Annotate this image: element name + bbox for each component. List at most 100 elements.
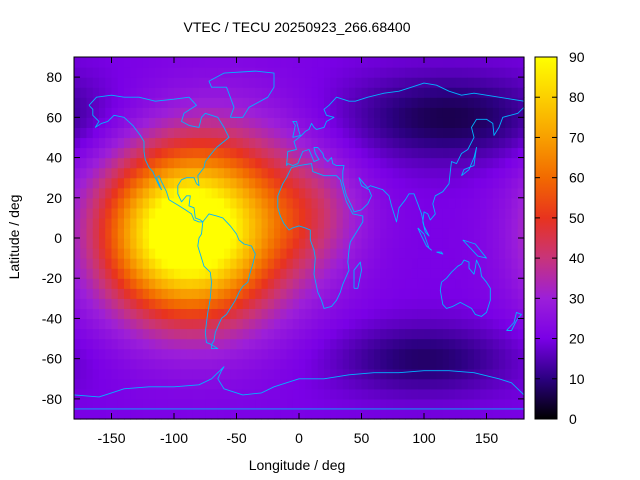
heatmap-cell xyxy=(399,147,406,159)
heatmap-cell xyxy=(111,217,119,229)
heatmap-cell xyxy=(267,217,275,229)
heatmap-cell xyxy=(399,117,406,128)
heatmap-cell xyxy=(480,167,488,179)
heatmap-cell xyxy=(186,67,194,78)
heatmap-cell xyxy=(299,268,306,279)
heatmap-cell xyxy=(199,117,206,128)
heatmap-cell xyxy=(286,408,294,420)
heatmap-cell xyxy=(124,127,131,139)
heatmap-cell xyxy=(467,107,475,118)
heatmap-cell xyxy=(330,197,338,209)
heatmap-cell xyxy=(136,288,144,299)
heatmap-cell xyxy=(324,388,331,400)
heatmap-cell xyxy=(317,388,325,400)
heatmap-cell xyxy=(511,147,519,159)
heatmap-cell xyxy=(305,288,313,299)
heatmap-cell xyxy=(417,217,425,229)
heatmap-cell xyxy=(517,197,525,209)
heatmap-cell xyxy=(242,358,250,370)
heatmap-cell xyxy=(486,227,494,239)
heatmap-cell xyxy=(367,358,375,370)
heatmap-cell xyxy=(367,87,375,98)
heatmap-cell xyxy=(174,147,181,159)
heatmap-cell xyxy=(105,97,113,108)
heatmap-cell xyxy=(367,97,375,108)
heatmap-cell xyxy=(361,368,369,380)
heatmap-cell xyxy=(224,338,231,350)
heatmap-cell xyxy=(486,67,494,78)
heatmap-cell xyxy=(255,197,263,209)
heatmap-cell xyxy=(492,157,500,169)
heatmap-cell xyxy=(449,248,456,259)
heatmap-cell xyxy=(317,258,325,269)
heatmap-cell xyxy=(342,398,350,410)
heatmap-cell xyxy=(342,127,350,139)
heatmap-cell xyxy=(224,388,231,400)
heatmap-cell xyxy=(249,77,256,88)
heatmap-cell xyxy=(405,308,413,320)
heatmap-cell xyxy=(305,408,313,420)
coastline xyxy=(286,106,525,237)
heatmap-cell xyxy=(230,77,238,88)
heatmap-cell xyxy=(124,217,131,229)
heatmap-cell xyxy=(92,378,100,390)
heatmap-cell xyxy=(455,227,463,239)
heatmap-cell xyxy=(242,67,250,78)
heatmap-cell xyxy=(261,77,269,88)
heatmap-cell xyxy=(99,308,106,320)
heatmap-cell xyxy=(505,358,513,370)
heatmap-cell xyxy=(142,268,150,279)
heatmap-cell xyxy=(405,127,413,139)
x-tick-label: 0 xyxy=(295,430,303,446)
heatmap-cell xyxy=(161,57,169,68)
y-tick-label: -40 xyxy=(42,310,62,326)
heatmap-cell xyxy=(167,77,175,88)
heatmap-cell xyxy=(311,408,319,420)
heatmap-cell xyxy=(192,248,200,259)
heatmap-cell xyxy=(161,67,169,78)
heatmap-cell xyxy=(286,87,294,98)
heatmap-cell xyxy=(486,197,494,209)
heatmap-cell xyxy=(480,408,488,420)
heatmap-cell xyxy=(261,147,269,159)
heatmap-cell xyxy=(236,207,244,219)
heatmap-cell xyxy=(249,187,256,199)
heatmap-cell xyxy=(211,177,219,189)
heatmap-cell xyxy=(374,238,381,249)
heatmap-cell xyxy=(517,167,525,179)
heatmap-cell xyxy=(392,258,400,269)
heatmap-cell xyxy=(511,227,519,239)
heatmap-cell xyxy=(99,167,106,179)
heatmap-cell xyxy=(505,318,513,330)
heatmap-cell xyxy=(117,177,125,189)
heatmap-cell xyxy=(480,127,488,139)
heatmap-cell xyxy=(174,87,181,98)
heatmap-cell xyxy=(149,147,156,159)
heatmap-cell xyxy=(99,248,106,259)
heatmap-cell xyxy=(505,207,513,219)
heatmap-cell xyxy=(167,248,175,259)
heatmap-cell xyxy=(167,157,175,169)
heatmap-cell xyxy=(180,167,188,179)
heatmap-cell xyxy=(317,358,325,370)
heatmap-cell xyxy=(424,197,431,209)
heatmap-cell xyxy=(480,177,488,189)
heatmap-cell xyxy=(336,227,344,239)
heatmap-cell xyxy=(511,288,519,299)
heatmap-cell xyxy=(280,77,288,88)
heatmap-cell xyxy=(274,318,281,330)
heatmap-cell xyxy=(499,87,506,98)
heatmap-cell xyxy=(392,207,400,219)
heatmap-cell xyxy=(155,97,163,108)
heatmap-cell xyxy=(361,57,369,68)
heatmap-cell xyxy=(299,318,306,330)
heatmap-cell xyxy=(349,298,356,309)
heatmap-cell xyxy=(155,227,163,239)
heatmap-cell xyxy=(267,318,275,330)
heatmap-cell xyxy=(361,398,369,410)
heatmap-cell xyxy=(367,278,375,289)
heatmap-cell xyxy=(317,268,325,279)
heatmap-cell xyxy=(286,348,294,360)
heatmap-cell xyxy=(167,258,175,269)
heatmap-cell xyxy=(130,127,138,139)
